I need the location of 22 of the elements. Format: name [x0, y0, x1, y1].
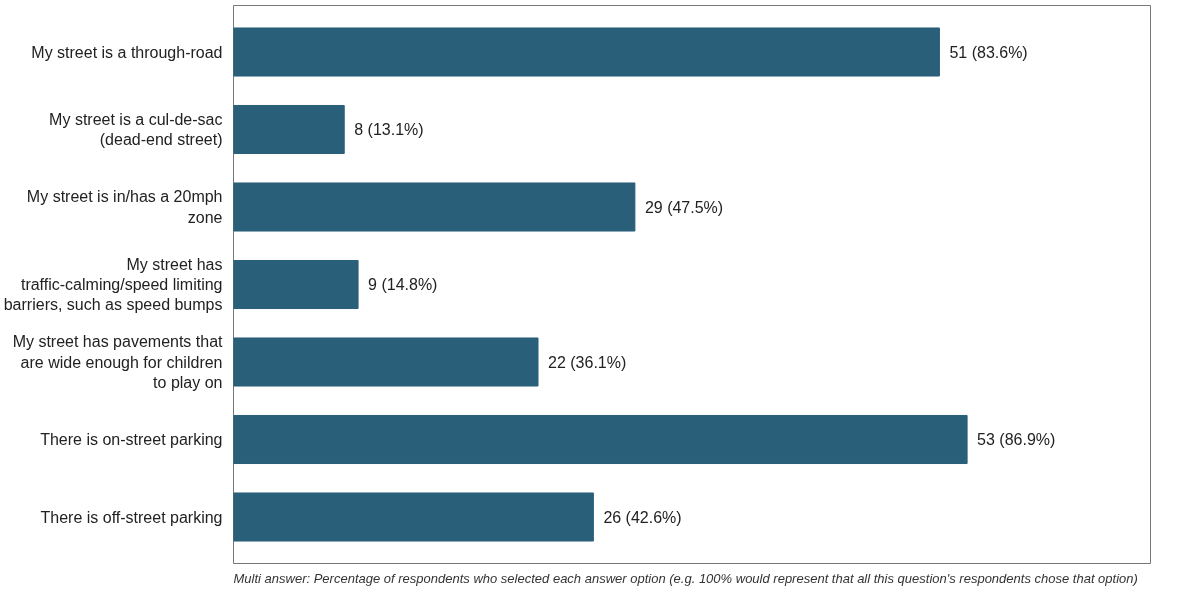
bar [233, 182, 636, 232]
bar [233, 337, 539, 387]
y-tick-label: My street has traffic-calming/speed limiting barriers, such as speed bumps [3, 255, 223, 314]
y-tick-label: My street is a through-road [31, 43, 223, 61]
bar [233, 104, 345, 155]
text: Multi answer: Percentage of respondents who selected each answer option (e.g. 100% would represent that all this question's respondents chose that option) [233, 570, 1138, 586]
bar [233, 259, 359, 310]
data-label: 53 (86.9%) [977, 431, 1056, 448]
data-label: 51 (83.6%) [949, 43, 1028, 61]
data-label: 9 (14.8%) [368, 276, 438, 293]
y-tick-label: There is on-street parking [40, 431, 223, 448]
bar [233, 414, 968, 465]
data-label: 29 (47.5%) [644, 198, 724, 216]
y-tick-label: My street is in/has a 20mph zone [26, 188, 223, 226]
bar [233, 27, 940, 77]
y-tick-label: My street is a cul-de-sac (dead-end street) [49, 110, 223, 149]
y-tick-label: My street has pavements that are wide enough for children to play on [12, 333, 224, 391]
bar [233, 492, 594, 542]
data-label: 8 (13.1%) [354, 121, 424, 138]
data-label: 26 (42.6%) [603, 508, 682, 526]
data-label: 22 (36.1%) [548, 353, 627, 371]
y-tick-label: There is off-street parking [40, 508, 223, 526]
